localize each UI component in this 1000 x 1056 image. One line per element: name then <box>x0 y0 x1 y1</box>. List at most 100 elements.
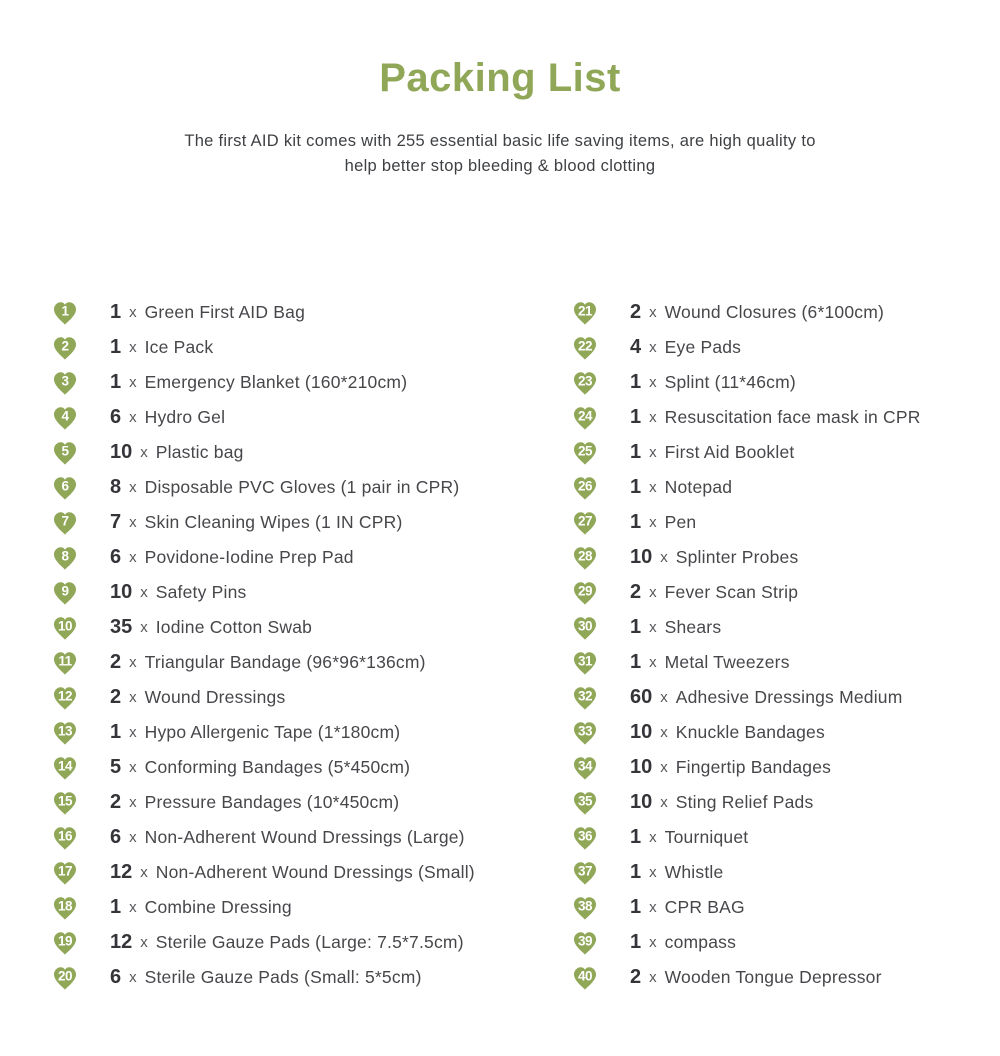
item-label: Skin Cleaning Wipes (1 IN CPR) <box>144 512 403 532</box>
item-index: 34 <box>577 758 593 774</box>
heart-number-icon: 17 <box>51 858 79 888</box>
quantity-separator: x <box>660 689 668 706</box>
heart-number-icon: 14 <box>51 753 79 783</box>
item-index: 25 <box>577 443 593 459</box>
item-quantity: 1 <box>630 441 642 463</box>
item-label: Non-Adherent Wound Dressings (Small) <box>155 862 475 882</box>
quantity-separator: x <box>129 724 137 741</box>
list-item: 11 2 x Triangular Bandage (96*96*136cm) <box>51 645 475 680</box>
item-index: 33 <box>577 723 593 739</box>
item-label: Notepad <box>664 477 733 497</box>
item-label: Knuckle Bandages <box>675 722 825 742</box>
quantity-separator: x <box>649 514 657 531</box>
quantity-separator: x <box>660 794 668 811</box>
list-item: 26 1 x Notepad <box>571 470 921 505</box>
heart-number-icon: 21 <box>571 298 599 328</box>
list-item: 34 10 x Fingertip Bandages <box>571 750 921 785</box>
list-item: 13 1 x Hypo Allergenic Tape (1*180cm) <box>51 715 475 750</box>
heart-number-icon: 39 <box>571 928 599 958</box>
item-label: Green First AID Bag <box>144 302 306 322</box>
quantity-separator: x <box>660 759 668 776</box>
item-quantity: 4 <box>630 336 642 358</box>
item-quantity: 5 <box>110 756 122 778</box>
quantity-separator: x <box>129 479 137 496</box>
item-quantity: 10 <box>630 756 653 778</box>
quantity-separator: x <box>649 444 657 461</box>
list-item: 38 1 x CPR BAG <box>571 890 921 925</box>
item-quantity: 2 <box>110 791 122 813</box>
heart-number-icon: 37 <box>571 858 599 888</box>
item-quantity: 1 <box>110 896 122 918</box>
item-label: Wound Closures (6*100cm) <box>664 302 885 322</box>
item-label: Emergency Blanket (160*210cm) <box>144 372 408 392</box>
item-quantity: 7 <box>110 511 122 533</box>
list-item: 8 6 x Povidone-Iodine Prep Pad <box>51 540 475 575</box>
quantity-separator: x <box>140 864 148 881</box>
list-item: 22 4 x Eye Pads <box>571 330 921 365</box>
item-index: 8 <box>61 548 69 564</box>
item-quantity: 2 <box>630 966 642 988</box>
quantity-separator: x <box>649 584 657 601</box>
list-item: 28 10 x Splinter Probes <box>571 540 921 575</box>
item-label: Hypo Allergenic Tape (1*180cm) <box>144 722 401 742</box>
list-item: 24 1 x Resuscitation face mask in CPR <box>571 400 921 435</box>
item-label: Splint (11*46cm) <box>664 372 796 392</box>
page-subtitle: The first AID kit comes with 255 essenti… <box>0 129 1000 178</box>
heart-number-icon: 30 <box>571 613 599 643</box>
item-label: Iodine Cotton Swab <box>155 617 313 637</box>
quantity-separator: x <box>129 794 137 811</box>
quantity-separator: x <box>140 444 148 461</box>
item-index: 6 <box>61 478 69 494</box>
list-item: 19 12 x Sterile Gauze Pads (Large: 7.5*7.5c… <box>51 925 475 960</box>
list-item: 37 1 x Whistle <box>571 855 921 890</box>
item-label: Whistle <box>664 862 724 882</box>
heart-number-icon: 28 <box>571 543 599 573</box>
quantity-separator: x <box>649 339 657 356</box>
item-index: 35 <box>577 793 593 809</box>
item-label: Triangular Bandage (96*96*136cm) <box>144 652 426 672</box>
packing-list-page: Packing List The first AID kit comes wit… <box>0 56 1000 990</box>
quantity-separator: x <box>649 374 657 391</box>
heart-number-icon: 3 <box>51 368 79 398</box>
item-label: Plastic bag <box>155 442 244 462</box>
item-quantity: 6 <box>110 966 122 988</box>
subtitle-line-2: help better stop bleeding & blood clotti… <box>344 156 656 175</box>
item-index: 13 <box>57 723 73 739</box>
heart-number-icon: 7 <box>51 508 79 538</box>
item-index: 40 <box>577 968 593 984</box>
item-label: Disposable PVC Gloves (1 pair in CPR) <box>144 477 460 497</box>
item-quantity: 1 <box>630 511 642 533</box>
list-item: 35 10 x Sting Relief Pads <box>571 785 921 820</box>
list-item: 9 10 x Safety Pins <box>51 575 475 610</box>
item-quantity: 1 <box>110 301 122 323</box>
item-index: 1 <box>61 303 69 319</box>
quantity-separator: x <box>140 934 148 951</box>
item-quantity: 6 <box>110 826 122 848</box>
item-quantity: 1 <box>630 651 642 673</box>
item-label: Tourniquet <box>664 827 749 847</box>
list-item: 33 10 x Knuckle Bandages <box>571 715 921 750</box>
list-item: 32 60 x Adhesive Dressings Medium <box>571 680 921 715</box>
item-index: 16 <box>57 828 73 844</box>
list-item: 5 10 x Plastic bag <box>51 435 475 470</box>
item-index: 23 <box>577 373 593 389</box>
list-item: 10 35 x Iodine Cotton Swab <box>51 610 475 645</box>
quantity-separator: x <box>129 969 137 986</box>
item-index: 12 <box>57 688 73 704</box>
quantity-separator: x <box>660 724 668 741</box>
item-index: 30 <box>577 618 593 634</box>
list-item: 20 6 x Sterile Gauze Pads (Small: 5*5cm) <box>51 960 475 995</box>
item-index: 31 <box>577 653 593 669</box>
quantity-separator: x <box>649 654 657 671</box>
item-label: Sting Relief Pads <box>675 792 814 812</box>
page-title: Packing List <box>379 56 621 100</box>
heart-number-icon: 2 <box>51 333 79 363</box>
item-quantity: 12 <box>110 931 133 953</box>
list-item: 12 2 x Wound Dressings <box>51 680 475 715</box>
item-label: Shears <box>664 617 722 637</box>
quantity-separator: x <box>649 969 657 986</box>
item-label: Ice Pack <box>144 337 214 357</box>
quantity-separator: x <box>649 409 657 426</box>
item-index: 36 <box>577 828 593 844</box>
heart-number-icon: 10 <box>51 613 79 643</box>
